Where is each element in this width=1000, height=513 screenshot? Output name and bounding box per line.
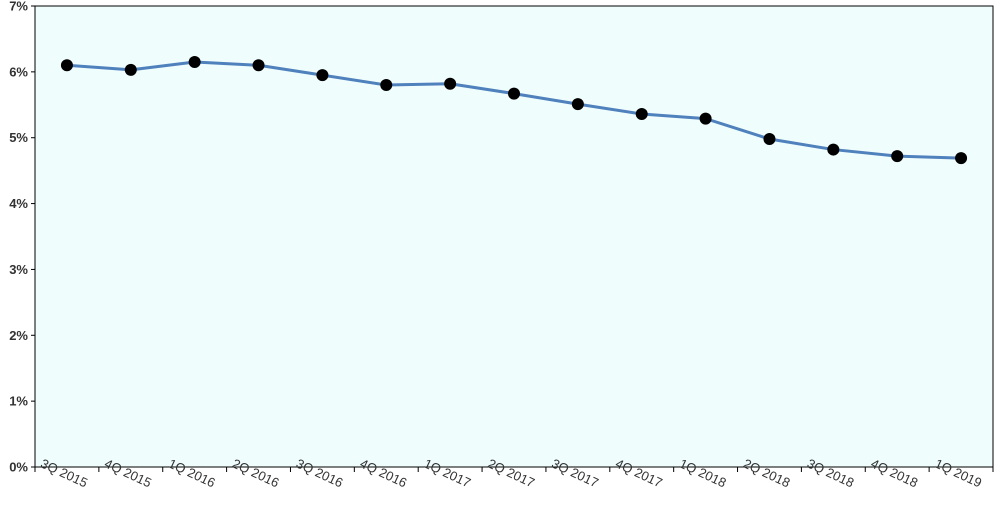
plot-area [34,5,994,468]
data-point [571,98,584,111]
data-point [252,59,265,72]
y-tick-label: 7% [9,0,28,14]
data-point [955,152,968,165]
y-tick-label: 6% [9,64,28,79]
data-point [763,133,776,146]
data-point [60,59,73,72]
data-point [444,77,457,90]
y-tick-label: 4% [9,196,28,211]
data-points [60,55,968,165]
data-point [827,143,840,156]
y-tick-label: 0% [9,460,28,475]
y-tick-label: 5% [9,130,28,145]
data-point [699,112,712,125]
y-tick-label: 2% [9,328,28,343]
y-axis: 0% 1% 2% 3% 4% 5% 6% 7% [9,0,35,475]
data-point [635,108,648,121]
data-point [188,55,201,68]
y-tick-label: 1% [9,394,28,409]
data-point [891,150,904,163]
data-point [316,69,329,82]
data-point [508,87,520,100]
y-tick-label: 3% [9,262,28,277]
data-point [380,79,393,92]
data-point [124,63,137,76]
